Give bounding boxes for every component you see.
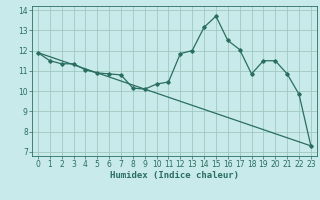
X-axis label: Humidex (Indice chaleur): Humidex (Indice chaleur) — [110, 171, 239, 180]
